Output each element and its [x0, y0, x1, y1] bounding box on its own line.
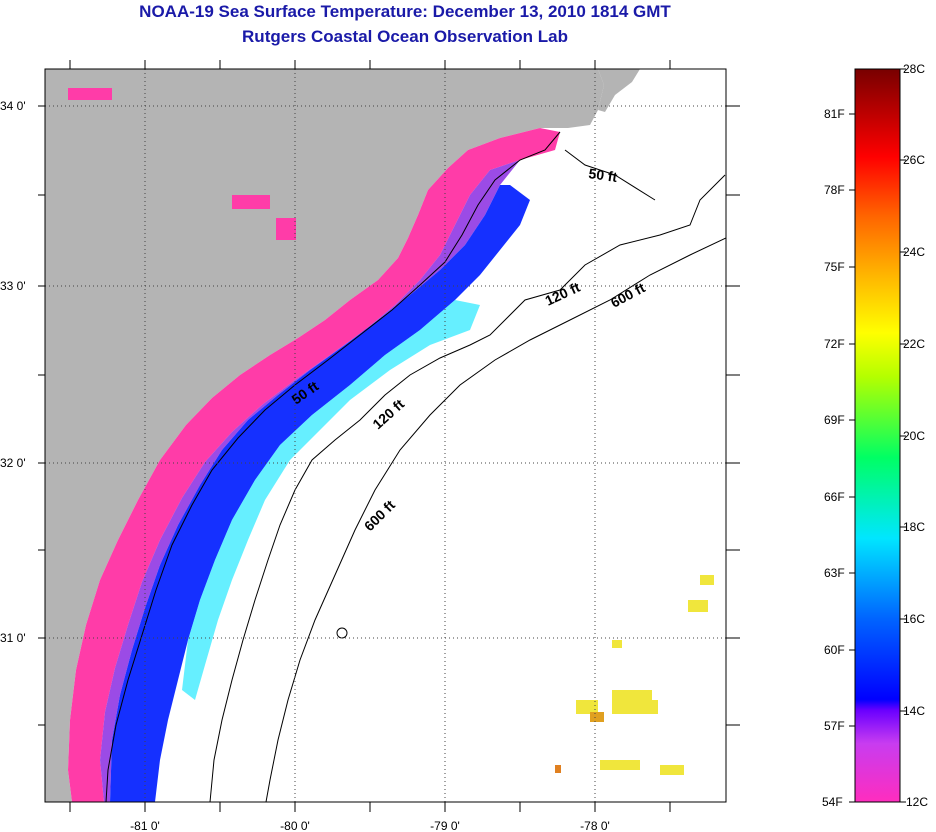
- sst-band-blue: [110, 185, 530, 802]
- lat-label: 34 0': [0, 99, 26, 113]
- warm-patches: [555, 575, 714, 775]
- sst-patch: [68, 88, 112, 100]
- colorbar: [854, 68, 901, 803]
- lat-label: 33 0': [0, 279, 26, 293]
- colorbar-ticks: [849, 68, 906, 803]
- colorbar-f-label: 75F: [824, 260, 845, 274]
- colorbar-f-label: 66F: [824, 490, 845, 504]
- lon-label: -79 0': [430, 819, 460, 832]
- colorbar-c-label: 18C: [903, 520, 925, 534]
- lon-label: -80 0': [280, 819, 310, 832]
- sst-patch: [232, 195, 270, 209]
- colorbar-c-label: 24C: [903, 245, 925, 259]
- land-area: [45, 69, 604, 802]
- colorbar-f-label: 81F: [824, 107, 845, 121]
- colorbar-f-label: 72F: [824, 337, 845, 351]
- colorbar-f-label: 69F: [824, 413, 845, 427]
- colorbar-f-label: 63F: [824, 566, 845, 580]
- colorbar-f-label: 57F: [824, 719, 845, 733]
- sst-band-coldest: [68, 128, 560, 802]
- colorbar-c-label: 16C: [903, 612, 925, 626]
- colorbar-f-label: 60F: [824, 643, 845, 657]
- contour-600ft: [265, 237, 726, 802]
- contour-label: 120 ft: [369, 396, 407, 433]
- sst-patch: [276, 218, 296, 240]
- frame-ticks: [38, 60, 740, 812]
- contour-120ft: [209, 174, 726, 802]
- lat-label: 32 0': [0, 456, 26, 470]
- sst-band-cold: [100, 160, 520, 802]
- map-subtitle: Rutgers Coastal Ocean Observation Lab: [242, 27, 568, 46]
- colorbar-c-label: 28C: [903, 62, 925, 76]
- colorbar-f-label: 54F: [822, 795, 843, 809]
- contour-ring: [336, 627, 348, 639]
- map-title: NOAA-19 Sea Surface Temperature: Decembe…: [139, 2, 671, 21]
- colorbar-f-label: 78F: [824, 183, 845, 197]
- colorbar-c-label: 12C: [906, 795, 928, 809]
- graticule: [45, 69, 726, 802]
- contour-label: 120 ft: [543, 279, 583, 309]
- colorbar-c-label: 26C: [903, 153, 925, 167]
- land-cape: [598, 69, 640, 112]
- contour-label: 600 ft: [361, 497, 398, 534]
- colorbar-c-label: 22C: [903, 337, 925, 351]
- map-frame: [44, 68, 727, 803]
- lon-label: -78 0': [580, 819, 610, 832]
- contour-label: 600 ft: [608, 279, 648, 310]
- map-content: [45, 69, 726, 802]
- lon-label: -81 0': [130, 819, 160, 832]
- colorbar-c-label: 14C: [903, 704, 925, 718]
- contour-label: 50 ft: [588, 165, 619, 185]
- colorbar-c-label: 20C: [903, 429, 925, 443]
- lat-label: 31 0': [0, 631, 26, 645]
